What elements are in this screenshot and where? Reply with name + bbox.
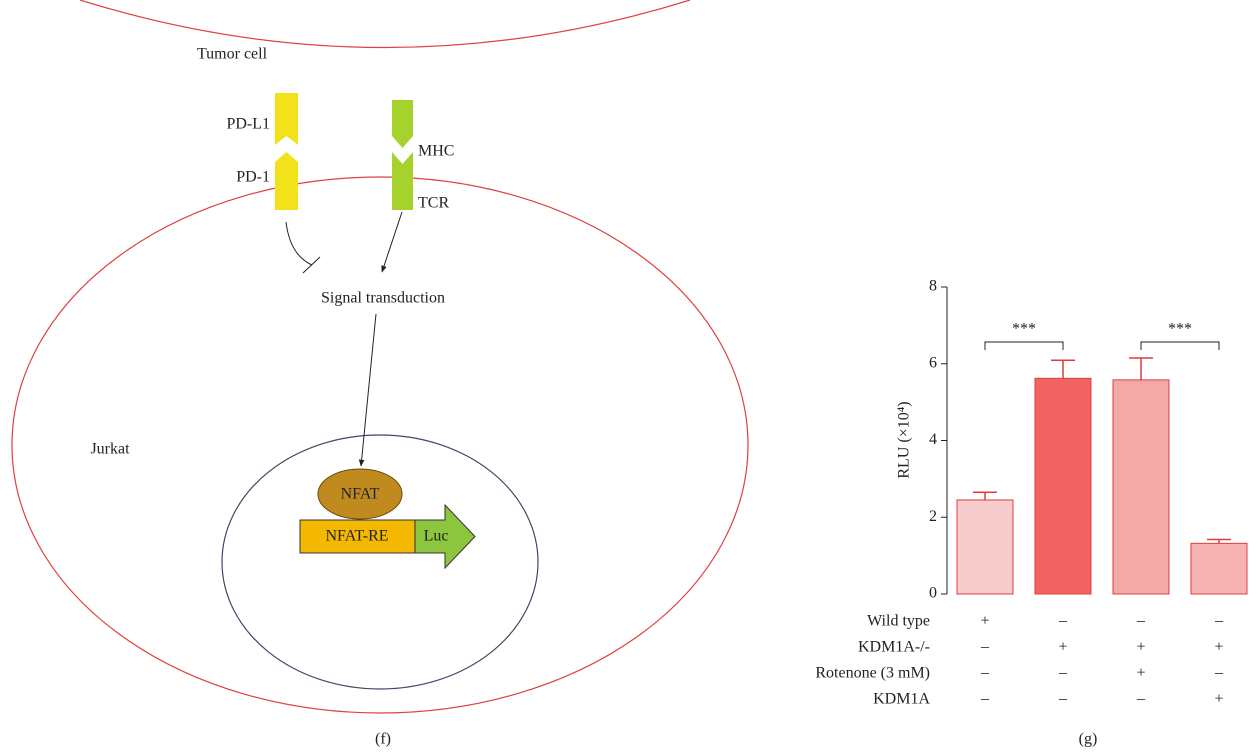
condition-sign: –	[1214, 613, 1224, 630]
page: Tumor cell PD-L1 PD-1 MHC TCR Signal tra…	[0, 0, 1258, 752]
tcr-shape	[392, 152, 413, 210]
caption: (g)	[1079, 731, 1098, 748]
significance-bracket	[1141, 342, 1219, 350]
condition-sign: –	[980, 665, 990, 682]
label: PD-L1	[226, 116, 270, 133]
label: Tumor cell	[197, 46, 268, 63]
mhc-shape	[392, 100, 413, 148]
bar	[1035, 378, 1091, 594]
condition-sign: –	[1058, 665, 1068, 682]
caption: (f)	[375, 731, 391, 748]
condition-sign: –	[1058, 613, 1068, 630]
condition-sign: +	[1058, 639, 1067, 656]
tumor-cell-membrane	[80, 0, 690, 48]
signal-arrow	[361, 314, 376, 466]
label: Signal transduction	[321, 290, 445, 307]
inhibition-bar	[303, 257, 320, 273]
condition-sign: +	[1136, 639, 1145, 656]
bar	[1113, 380, 1169, 594]
y-tick-label: 6	[929, 354, 937, 371]
pd-1-shape	[275, 152, 298, 210]
bar	[1191, 543, 1247, 594]
condition-label: KDM1A-/-	[858, 639, 930, 656]
label: Luc	[424, 528, 449, 545]
y-tick-label: 0	[929, 585, 937, 602]
figure: Tumor cell PD-L1 PD-1 MHC TCR Signal tra…	[0, 0, 1258, 752]
y-axis-label: RLU (×10⁴)	[896, 401, 913, 478]
condition-label: Wild type	[867, 613, 930, 630]
label: Jurkat	[90, 441, 130, 458]
error-bar	[973, 492, 997, 500]
significance-label: ***	[1168, 321, 1192, 338]
label: TCR	[418, 195, 449, 212]
condition-sign: +	[980, 613, 989, 630]
condition-label: Rotenone (3 mM)	[815, 665, 930, 682]
condition-sign: –	[980, 639, 990, 656]
condition-sign: –	[1136, 613, 1146, 630]
condition-sign: +	[1214, 691, 1223, 708]
significance-bracket	[985, 342, 1063, 350]
y-tick-label: 2	[929, 508, 937, 525]
y-tick-label: 8	[929, 278, 937, 295]
error-bar	[1129, 358, 1153, 380]
pd-l1-shape	[275, 93, 298, 145]
condition-sign: –	[1136, 691, 1146, 708]
condition-label: KDM1A	[873, 691, 930, 708]
bar	[957, 500, 1013, 594]
condition-sign: –	[1214, 665, 1224, 682]
condition-sign: +	[1136, 665, 1145, 682]
condition-sign: –	[980, 691, 990, 708]
significance-label: ***	[1012, 321, 1036, 338]
error-bar	[1207, 540, 1231, 544]
inhibition-line	[286, 222, 312, 265]
label: NFAT	[341, 486, 380, 503]
condition-sign: +	[1214, 639, 1223, 656]
condition-sign: –	[1058, 691, 1068, 708]
activation-arrow	[382, 212, 402, 272]
label: NFAT-RE	[325, 528, 388, 545]
y-tick-label: 4	[929, 431, 937, 448]
label: MHC	[418, 143, 454, 160]
label: PD-1	[236, 169, 270, 186]
error-bar	[1051, 360, 1075, 378]
